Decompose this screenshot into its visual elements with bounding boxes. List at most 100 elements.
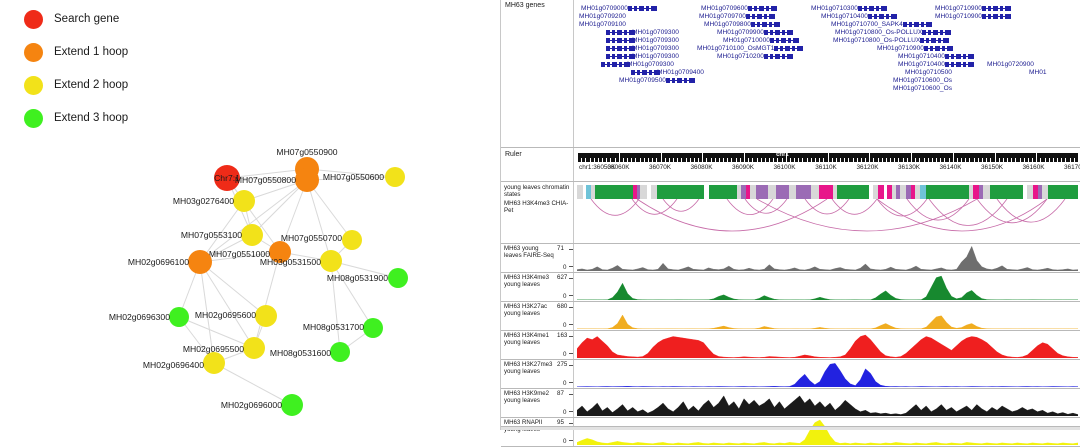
node-circle[interactable] <box>255 305 277 327</box>
graph-node[interactable]: MH08g0531900 <box>327 268 408 288</box>
node-circle[interactable] <box>330 342 350 362</box>
gene-model[interactable]: MH01g0709800 <box>704 21 780 29</box>
gene-model[interactable]: MH01g0709100 <box>579 21 626 29</box>
gene-model[interactable]: MH01g0710000 <box>723 37 799 45</box>
graph-node[interactable]: MH02g0696100 <box>128 250 212 274</box>
ruler-bar[interactable]: chr1 <box>577 152 1079 162</box>
graph-node[interactable]: MH07g0550600 <box>323 167 405 187</box>
graph-node[interactable]: MH08g0531600 <box>270 342 350 362</box>
gene-model[interactable]: MH01g0710900 <box>935 5 1011 13</box>
graph-node[interactable]: MH03g0531500 <box>260 250 342 272</box>
gene-model[interactable]: MH01g0710300 <box>811 5 887 13</box>
node-circle[interactable] <box>241 224 263 246</box>
node-circle[interactable] <box>203 352 225 374</box>
gene-model[interactable]: MH01g0710100_OsMGT1 <box>697 45 804 53</box>
graph-node[interactable]: MH02g0696000 <box>221 394 303 416</box>
signal-track[interactable]: MH63 H3K4me1 young leaves 163 0 <box>501 331 1080 360</box>
graph-node[interactable]: MH08g0531700 <box>303 318 383 338</box>
gene-model[interactable]: MH01 <box>1029 69 1047 77</box>
node-circle[interactable] <box>281 394 303 416</box>
gene-annotation-track[interactable]: MH63 genes MH01g0709000 MH01g0709200 MH01g… <box>501 0 1080 148</box>
gene-model[interactable]: MH01g0709300 <box>606 37 679 45</box>
chromatin-state-segment <box>818 185 833 199</box>
gene-model[interactable]: MH01g0709200 <box>579 13 626 21</box>
graph-node[interactable]: MH07g0550700 <box>281 230 362 250</box>
gene-model[interactable]: MH01g0709500 <box>619 77 695 85</box>
signal-track[interactable]: MH63 RNAPII young leaves950 <box>501 418 1080 447</box>
axis-tick <box>569 336 574 337</box>
chromatin-state-track[interactable]: young leaves chromatin states MH63 H3K4m… <box>501 182 1080 244</box>
gene-network-graph[interactable]: Chr7:1 MH07g0550900 MH07g0550800 MH07g05506… <box>0 0 500 430</box>
gene-model[interactable]: MH01g0710900 <box>935 13 1011 21</box>
node-circle[interactable] <box>295 168 319 192</box>
chromatin-state-segment <box>775 185 789 199</box>
node-circle[interactable] <box>243 337 265 359</box>
gene-model[interactable]: MH01g0709300 <box>606 53 679 61</box>
gene-model[interactable]: MH01g0709000 <box>581 5 657 13</box>
signal-track[interactable]: MH63 H3K4me3 young leaves 627 0 <box>501 273 1080 302</box>
signal-track-label: MH63 H3K4me3 young leaves <box>504 274 550 289</box>
node-circle[interactable] <box>169 307 189 327</box>
graph-node[interactable]: Chr7:1 <box>214 165 240 191</box>
gene-model[interactable]: MH01g0709700 <box>699 13 775 21</box>
axis-tick <box>569 249 574 250</box>
node-circle[interactable] <box>342 230 362 250</box>
gene-model[interactable]: MH01g0709300 <box>601 61 674 69</box>
gene-model[interactable]: MH01g0710900 <box>877 45 953 53</box>
gene-model[interactable]: MH01g0710400 <box>821 13 897 21</box>
ruler-tick <box>693 158 695 162</box>
signal-track[interactable]: MH63 young leaves FAIRE-Seq 71 0 <box>501 244 1080 273</box>
gene-name-label: MH01g0710100_OsMGT1 <box>697 45 775 52</box>
gene-model[interactable]: MH01g0710200 <box>717 53 793 61</box>
chromatin-state-segment <box>833 185 837 199</box>
gene-model[interactable]: MH01g0710800_Os-POLLUX <box>833 37 950 45</box>
graph-node[interactable]: MH02g0695600 <box>195 305 277 327</box>
graph-edge <box>253 251 281 349</box>
gene-name-label: MH01g0709700 <box>699 13 746 20</box>
node-circle[interactable] <box>214 165 240 191</box>
ruler-tick <box>931 158 933 162</box>
node-circle[interactable] <box>188 250 212 274</box>
chia-pet-arc <box>876 199 1048 232</box>
gene-model[interactable]: MH01g0710500 <box>905 69 952 77</box>
node-circle[interactable] <box>233 190 255 212</box>
ruler-tick <box>677 158 679 162</box>
signal-track[interactable]: MH63 H3K9me2 young leaves 87 0 <box>501 389 1080 418</box>
signal-track[interactable]: MH63 H3K27me3 young leaves 275 0 <box>501 360 1080 389</box>
gene-name-label: MH01g0710900 <box>877 45 924 52</box>
gene-model[interactable]: MH01g0710600_Os <box>893 85 952 93</box>
gene-model[interactable]: MH01g0710400 <box>898 61 974 69</box>
node-circle[interactable] <box>320 250 342 272</box>
ruler-track[interactable]: Ruler chr1 chr1:36050K 36060K 36070K 36080K… <box>501 148 1080 182</box>
signal-axis-max: 71 <box>557 245 564 252</box>
signal-track[interactable]: MH63 H3K27ac young leaves 680 0 <box>501 302 1080 331</box>
gene-model[interactable]: MH01g0710700_SAPK4 <box>831 21 932 29</box>
gene-model[interactable]: MH01g0710600_Os <box>893 77 952 85</box>
gene-model[interactable]: MH01g0709300 <box>606 29 679 37</box>
gene-model[interactable]: MH01g0710800_Os-POLLUX <box>835 29 952 37</box>
graph-node[interactable]: MH07g0551000 <box>209 241 291 263</box>
ruler-coordinate: 36130K <box>897 164 921 171</box>
ruler-tick <box>714 158 716 162</box>
graph-node[interactable]: MH02g0696300 <box>109 307 189 327</box>
chromatin-state-segment <box>869 185 874 199</box>
ruler-tick <box>702 153 704 162</box>
gene-model[interactable]: MH01g0709600 <box>701 5 777 13</box>
gene-name-label: MH01 <box>1029 69 1047 76</box>
signal-area <box>577 363 1078 387</box>
node-circle[interactable] <box>269 241 291 263</box>
gene-model[interactable]: MH01g0709400 <box>631 69 704 77</box>
graph-node[interactable]: MH02g0696400 <box>143 352 225 374</box>
gene-model[interactable]: MH01g0709300 <box>606 45 679 53</box>
gene-model[interactable]: MH01g0709900 <box>717 29 793 37</box>
graph-node[interactable]: MH02g0695500 <box>183 337 265 359</box>
node-circle[interactable] <box>385 167 405 187</box>
graph-node[interactable]: MH07g0550800 <box>235 168 319 192</box>
legend-item: Extend 1 hoop <box>24 39 204 65</box>
graph-node[interactable]: MH03g0276400 <box>173 190 255 212</box>
node-circle[interactable] <box>388 268 408 288</box>
gene-model[interactable]: MH01g0720900 <box>987 61 1034 69</box>
gene-model[interactable]: MH01g0710400 <box>898 53 974 61</box>
graph-node[interactable]: MH07g0553100 <box>181 224 263 246</box>
node-circle[interactable] <box>363 318 383 338</box>
